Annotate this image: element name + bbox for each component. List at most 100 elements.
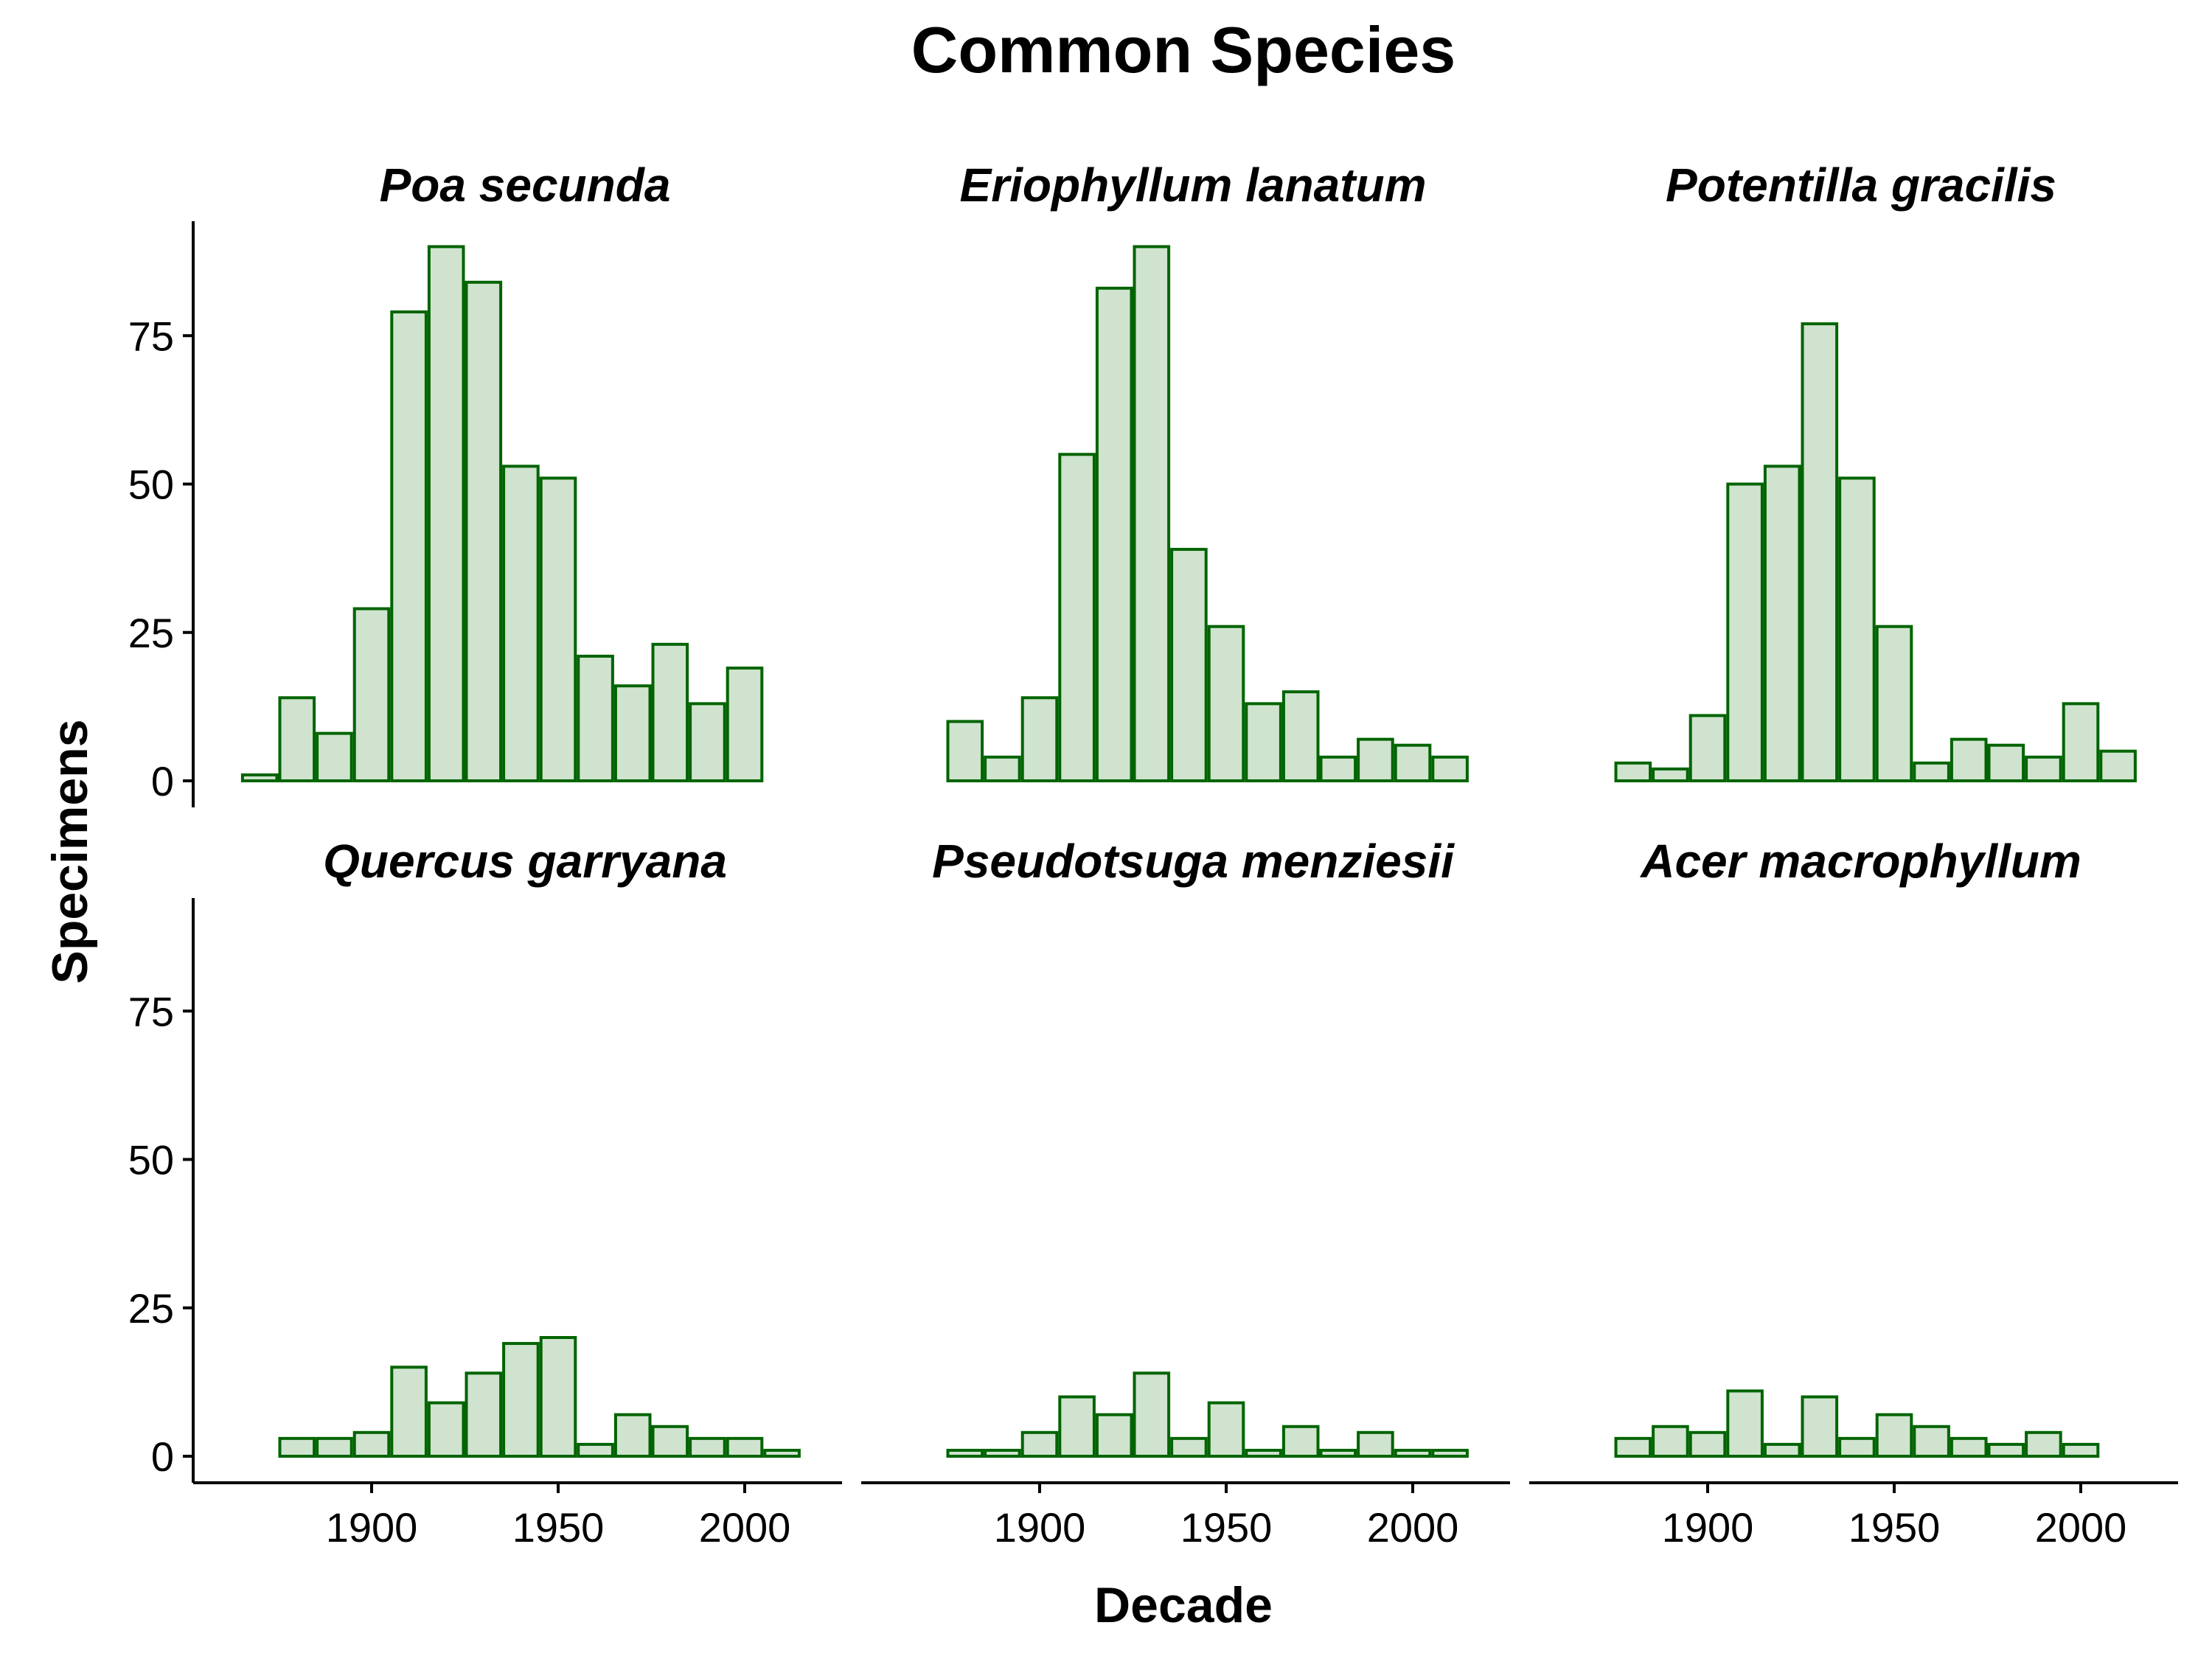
facet-panel: Poa secunda 0 25 50 75 bbox=[128, 159, 764, 807]
x-tick-label: 1950 bbox=[1180, 1504, 1273, 1551]
histogram-bar bbox=[763, 1448, 801, 1458]
facet-title: Eriophyllum lanatum bbox=[960, 159, 1427, 212]
histogram-bar bbox=[1726, 482, 1764, 782]
x-tick-label: 1950 bbox=[1848, 1504, 1941, 1551]
histogram-bar bbox=[984, 755, 1021, 783]
histogram-bar bbox=[726, 1436, 764, 1458]
histogram-bar bbox=[352, 1430, 391, 1458]
histogram-bar bbox=[1726, 1389, 1764, 1458]
histogram-bar bbox=[539, 1336, 577, 1458]
x-tick-label: 2000 bbox=[2035, 1504, 2127, 1551]
y-axis-title: Specimens bbox=[42, 719, 98, 984]
histogram-bar bbox=[1950, 737, 1988, 783]
histogram-bar bbox=[1245, 1448, 1282, 1458]
histogram-bar bbox=[1688, 714, 1727, 783]
facet-panel: Quercus garryana 0 25 50 75 1900 1950 2000 bbox=[128, 835, 842, 1551]
histogram-bar bbox=[316, 1436, 353, 1458]
histogram-bar bbox=[577, 654, 614, 783]
histogram-bar bbox=[1245, 702, 1282, 782]
histogram-bar bbox=[1058, 453, 1096, 782]
histogram-bar bbox=[651, 642, 689, 782]
histogram-bar bbox=[465, 1371, 503, 1458]
facet-panel: Pseudotsuga menziesii 1900 1950 2000 bbox=[861, 835, 1510, 1551]
histogram-bar bbox=[2099, 749, 2137, 782]
histogram-bar bbox=[278, 696, 316, 782]
x-axis-title: Decade bbox=[1094, 1577, 1273, 1633]
histogram-bar bbox=[1207, 625, 1245, 783]
histogram-bar bbox=[2025, 755, 2062, 783]
facet-title: Quercus garryana bbox=[323, 835, 727, 888]
histogram-bar bbox=[1614, 761, 1652, 782]
histogram-bar bbox=[984, 1448, 1021, 1458]
histogram-bar bbox=[1319, 1448, 1357, 1458]
y-tick-label: 0 bbox=[151, 758, 174, 804]
histogram-bar bbox=[1652, 767, 1689, 783]
histogram-bar bbox=[1020, 1430, 1059, 1458]
histogram-bar bbox=[1020, 696, 1059, 782]
facet-title: Potentilla gracilis bbox=[1666, 159, 2056, 212]
histogram-bar bbox=[1688, 1430, 1727, 1458]
histogram-bar bbox=[1801, 322, 1839, 782]
y-tick-label: 25 bbox=[128, 610, 174, 656]
facet-panels: Poa secunda 0 25 50 75 Eriophyllum lanatum Pot… bbox=[128, 159, 2178, 1551]
histogram-bar bbox=[1281, 690, 1320, 782]
histogram-bar bbox=[465, 280, 503, 782]
x-tick-label: 1950 bbox=[512, 1504, 605, 1551]
histogram-bar bbox=[1913, 1425, 1950, 1458]
histogram-bar bbox=[1987, 743, 2025, 783]
histogram-bar bbox=[539, 476, 577, 782]
histogram-bar bbox=[1875, 625, 1913, 783]
histogram-bar bbox=[316, 731, 353, 782]
y-tick-label: 25 bbox=[128, 1285, 174, 1332]
histogram-bar bbox=[1431, 1448, 1469, 1458]
histogram-bar bbox=[1170, 1436, 1208, 1458]
histogram-bar bbox=[1987, 1442, 2025, 1458]
histogram-bar bbox=[390, 310, 428, 782]
y-tick-label: 50 bbox=[128, 462, 174, 508]
histogram-bar bbox=[946, 1448, 984, 1458]
histogram-bar bbox=[1357, 737, 1394, 783]
histogram-bar bbox=[2062, 1442, 2100, 1458]
facet-title: Pseudotsuga menziesii bbox=[932, 835, 1455, 888]
histogram-bar bbox=[577, 1442, 614, 1458]
histogram-bar bbox=[278, 1436, 316, 1458]
facet-panel: Potentilla gracilis bbox=[1614, 159, 2137, 783]
histogram-bar bbox=[1058, 1395, 1096, 1458]
x-tick-label: 1900 bbox=[1662, 1504, 1754, 1551]
histogram-bar bbox=[1614, 1436, 1652, 1458]
histogram-bar bbox=[946, 720, 984, 782]
facet-panel: Acer macrophyllum 1900 1950 2000 bbox=[1529, 835, 2178, 1551]
facet-panel: Eriophyllum lanatum bbox=[946, 159, 1469, 783]
x-tick-label: 1900 bbox=[994, 1504, 1086, 1551]
x-tick-label: 1900 bbox=[326, 1504, 418, 1551]
histogram-bar bbox=[1652, 1425, 1689, 1458]
histogram-bar bbox=[1838, 476, 1876, 782]
histogram-bar bbox=[1763, 1442, 1801, 1458]
histogram-bar bbox=[1875, 1413, 1913, 1458]
histogram-bar bbox=[1838, 1436, 1876, 1458]
histogram-bar bbox=[502, 465, 540, 782]
x-tick-label: 2000 bbox=[1367, 1504, 1459, 1551]
histogram-bar bbox=[613, 684, 652, 783]
histogram-bar bbox=[1095, 286, 1133, 783]
chart-title: Common Species bbox=[911, 13, 1455, 86]
histogram-bar bbox=[1095, 1413, 1133, 1458]
histogram-bar bbox=[427, 245, 465, 782]
histogram-bar bbox=[240, 773, 279, 782]
histogram-bar bbox=[1319, 755, 1357, 783]
y-tick-label: 75 bbox=[128, 988, 174, 1034]
histogram-bar bbox=[1913, 761, 1950, 782]
histogram-bar bbox=[1281, 1425, 1320, 1458]
histogram-bar bbox=[1133, 1371, 1171, 1458]
histogram-bar bbox=[1207, 1401, 1245, 1458]
histogram-bar bbox=[1431, 755, 1469, 783]
histogram-bar bbox=[1950, 1436, 1988, 1458]
histogram-bar bbox=[651, 1425, 689, 1458]
histogram-bar bbox=[726, 667, 764, 782]
histogram-bar bbox=[390, 1366, 428, 1458]
histogram-bar bbox=[2062, 702, 2100, 782]
histogram-bar bbox=[1394, 1448, 1432, 1458]
histogram-bar bbox=[2025, 1430, 2062, 1458]
facet-title: Poa secunda bbox=[380, 159, 671, 212]
